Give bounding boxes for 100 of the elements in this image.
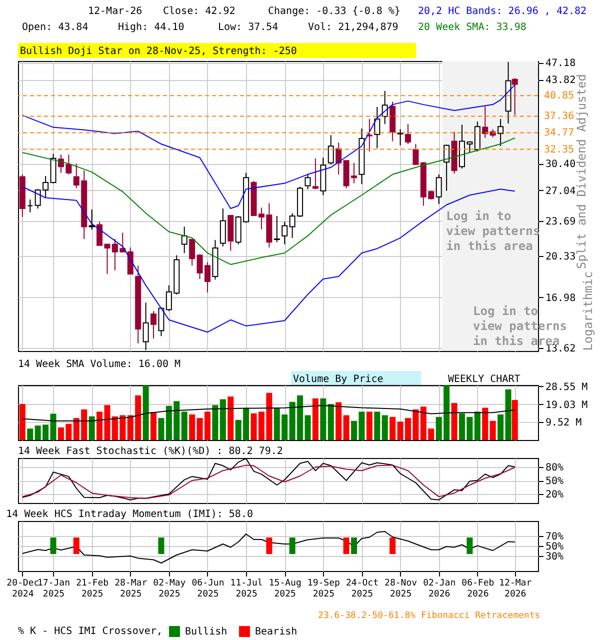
x-tick-label: 24-Oct 2025 (346, 578, 378, 600)
bar (312, 398, 318, 440)
legend-title: % K - HCS IMI Crossover, (18, 626, 162, 637)
candlestick (436, 174, 442, 204)
bar (474, 412, 480, 440)
bar (189, 414, 196, 440)
bar (336, 402, 342, 440)
text: Low: 37.54 (218, 22, 278, 33)
text: 12-Mar-26 (88, 6, 142, 17)
candlestick (405, 124, 411, 145)
candlestick (189, 238, 196, 266)
y-tick-label: 70% (546, 532, 564, 542)
chart-title: 14 Week SMA Volume: 16.00 M (18, 359, 181, 370)
bar (490, 420, 496, 440)
bar (482, 408, 488, 440)
candlestick (498, 118, 504, 147)
bar (50, 414, 56, 440)
candlestick (181, 226, 188, 254)
bar (343, 415, 350, 440)
x-tick-label: 02-May 2025 (153, 578, 186, 600)
bar (512, 400, 518, 440)
text: Close: 42.92 (163, 6, 236, 17)
y-tick-label: 19.03 M (546, 400, 588, 411)
y-tick-label: 27.04 (546, 186, 576, 197)
bar (451, 403, 458, 440)
candlestick (127, 247, 134, 275)
bar (27, 428, 34, 440)
ref-line-label: 40.85 (544, 90, 574, 102)
y-tick-label: 30% (546, 552, 564, 562)
text: Open: 43.84 (22, 22, 88, 33)
ref-line-label: 32.35 (544, 144, 574, 156)
legend-label: Bearish (255, 626, 298, 638)
y-tick-label: 50% (546, 542, 564, 552)
bar (212, 405, 218, 440)
candlestick (27, 199, 34, 213)
candlestick (444, 144, 450, 192)
candlestick (304, 174, 311, 190)
bar (181, 412, 188, 440)
text: WEEKLY CHART (448, 374, 520, 385)
candlestick (274, 216, 280, 243)
x-tick-label: 06-Feb 2026 (462, 578, 494, 600)
candlestick (150, 310, 157, 340)
y-axis-title: Split and Dividend Adjusted (574, 74, 588, 270)
x-tick-label: 28-Mar 2025 (114, 578, 148, 600)
text: 20,2 HC Bands: 26.96 , 42.82 (418, 6, 587, 17)
x-tick-label: 19-Sep 2025 (307, 578, 340, 600)
candlestick (88, 208, 95, 230)
bar (142, 385, 149, 440)
bar (158, 418, 164, 440)
bar (320, 398, 326, 440)
y-tick-label: 20.33 (546, 252, 576, 263)
y-tick-label: 50% (546, 476, 564, 487)
y-tick-label: 9.52 M (546, 418, 582, 429)
candlestick (282, 221, 288, 245)
bar (505, 389, 512, 440)
bar (328, 404, 334, 440)
bar (374, 412, 380, 440)
bar (498, 414, 504, 440)
candlestick (220, 208, 226, 247)
candlestick (366, 118, 372, 152)
text: Logarithmic (581, 271, 595, 351)
candlestick (312, 158, 318, 190)
x-tick-label: 11-Jul 2025 (230, 578, 263, 600)
candlestick (474, 121, 480, 152)
candlestick (397, 128, 404, 146)
y-tick-label: 30.40 (546, 159, 576, 170)
candlestick (328, 134, 334, 165)
x-tick-label: 20-Dec 2024 (6, 578, 40, 600)
y-tick-label: 20% (546, 490, 564, 500)
bar (88, 416, 95, 440)
line-series (22, 464, 516, 499)
y-tick-label: 28.55 M (546, 382, 588, 393)
x-tick-label: 17-Jan 2025 (37, 578, 70, 600)
x-tick-label: 12-Mar 2026 (499, 578, 532, 600)
x-tick-label: 02-Jan 2026 (423, 578, 456, 600)
chart-title: 14 Week HCS Intraday Momentum (IMI): 58.0 (6, 509, 253, 520)
line-series (22, 404, 516, 422)
text: Vol: 21,294,879 (308, 22, 398, 33)
y-tick-label: 43.82 (546, 75, 576, 86)
text: Volume By Price (293, 374, 384, 385)
text: High: 44.10 (118, 22, 184, 33)
y-tick-label: 23.69 (546, 216, 576, 228)
y-tick-label: 80% (546, 462, 564, 474)
candlestick (374, 106, 380, 149)
text: Change: -0.33 {-0.8 %} (268, 6, 400, 17)
bar (220, 399, 226, 440)
ref-line-label: 37.36 (544, 111, 574, 122)
chart-title: 14 Week Fast Stochastic (%K)(%D) : 80.2 79.2 (18, 446, 283, 457)
line-series (22, 531, 516, 564)
bar (382, 415, 388, 440)
bar (228, 396, 234, 440)
legend-label: Bullish (185, 626, 228, 638)
x-tick-label: 06-Jun 2025 (192, 578, 224, 600)
candlestick (336, 142, 342, 175)
x-tick-label: 15-Aug 2025 (268, 578, 302, 600)
x-tick-label: 21-Feb 2025 (76, 578, 109, 600)
bar (366, 412, 372, 440)
candlestick (482, 106, 488, 138)
y-tick-label: 47.18 (546, 58, 576, 70)
text: 23.6-38.2-50-61.8% Fibonacci Retracements (318, 611, 540, 621)
